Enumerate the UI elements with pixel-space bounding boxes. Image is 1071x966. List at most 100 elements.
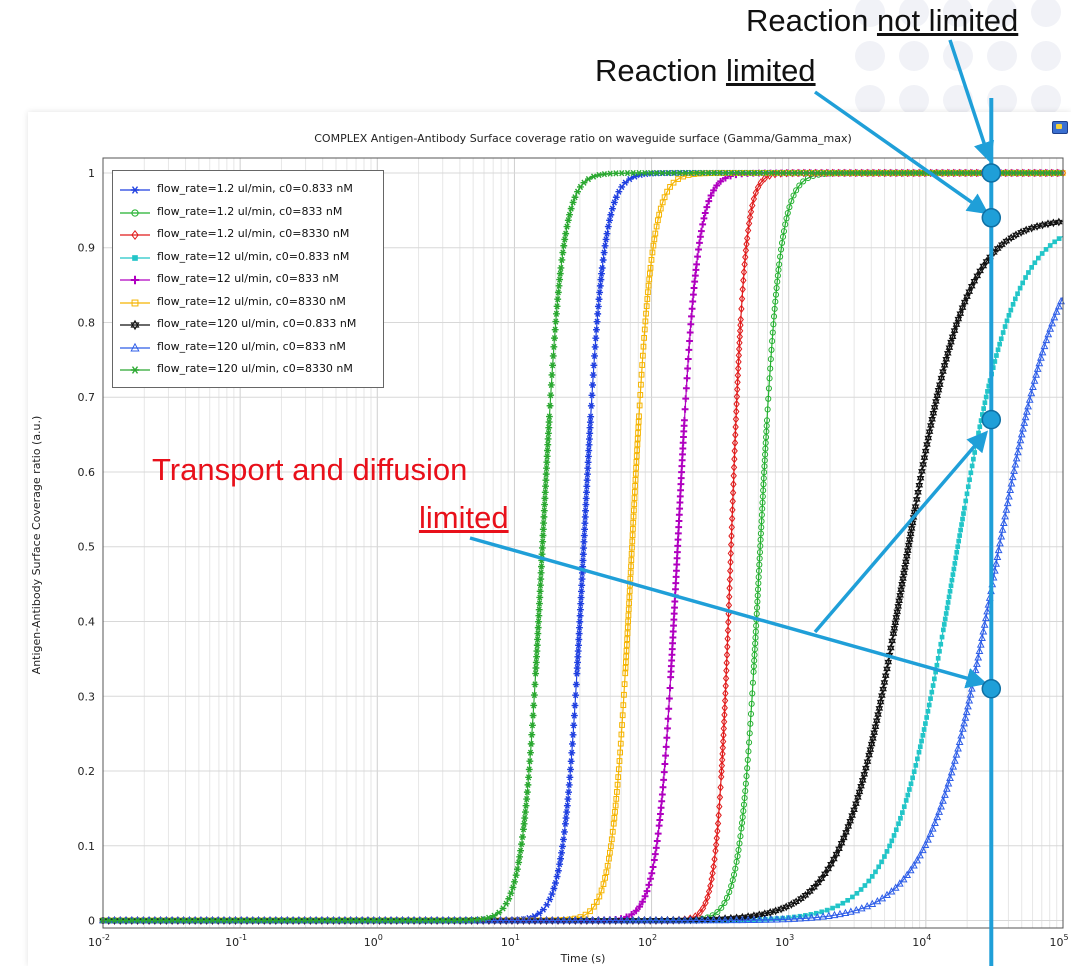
data-point (755, 580, 762, 587)
data-point (757, 530, 764, 537)
data-point (1042, 335, 1051, 344)
data-point (546, 896, 554, 903)
data-point (884, 849, 890, 854)
data-point (703, 203, 711, 211)
x-tick-label: 103 (775, 933, 794, 949)
data-point (582, 911, 589, 918)
data-point (663, 734, 671, 742)
data-point (468, 916, 476, 924)
data-point (729, 505, 736, 515)
data-point (973, 271, 982, 281)
data-point (907, 524, 916, 533)
data-point (968, 470, 974, 476)
data-point (538, 551, 546, 558)
data-point (782, 221, 789, 228)
data-point (771, 906, 780, 916)
data-point (873, 869, 878, 875)
data-point (631, 173, 639, 180)
data-point (544, 441, 552, 448)
data-point (517, 847, 524, 854)
data-point (347, 917, 355, 924)
highlight-point (981, 163, 1002, 183)
data-point (966, 690, 975, 698)
data-point (530, 702, 538, 709)
data-point (925, 708, 931, 714)
data-point (699, 221, 707, 228)
data-point (976, 430, 981, 436)
data-point (243, 917, 251, 924)
data-point (934, 385, 943, 395)
data-point (552, 879, 559, 887)
legend-marker-icon (120, 366, 150, 374)
annotation-reaction-not-limited: Reaction not limited (746, 3, 1019, 38)
data-point (531, 681, 539, 688)
data-point (673, 561, 681, 568)
highlight-point (981, 409, 1002, 430)
data-point (739, 169, 747, 177)
data-point (827, 859, 835, 869)
data-point (749, 201, 756, 210)
data-point (603, 869, 610, 876)
data-point (663, 916, 672, 924)
data-point (727, 557, 734, 567)
data-point (808, 169, 816, 177)
data-point (627, 569, 634, 576)
data-point (595, 296, 603, 303)
data-point (514, 866, 521, 873)
data-point (1002, 324, 1008, 329)
data-point (714, 908, 721, 916)
data-point (557, 264, 565, 272)
data-point (122, 917, 130, 924)
data-point (691, 278, 699, 286)
data-point (903, 546, 912, 556)
data-point (1008, 307, 1014, 313)
data-point (762, 451, 769, 458)
data-point (901, 804, 907, 809)
data-point (640, 916, 649, 924)
data-point (612, 194, 620, 201)
data-point (726, 592, 733, 601)
data-point (721, 915, 729, 924)
data-point (1027, 388, 1036, 397)
data-point (729, 497, 736, 506)
data-point (629, 532, 636, 539)
data-point (947, 337, 955, 347)
data-point (801, 913, 810, 922)
image-export-icon[interactable] (1052, 121, 1068, 134)
data-point (731, 454, 738, 464)
data-point (876, 697, 885, 707)
data-point (935, 169, 942, 177)
data-point (939, 367, 947, 377)
data-point (626, 588, 633, 594)
data-point (735, 357, 742, 367)
data-point (509, 884, 517, 891)
data-point (836, 909, 844, 918)
legend-label: flow_rate=120 ul/min, c0=833 nM (157, 339, 346, 353)
data-point (1044, 329, 1053, 338)
data-point (932, 397, 940, 406)
data-point (776, 261, 783, 268)
data-point (958, 303, 967, 313)
data-point (749, 690, 756, 697)
data-point (673, 567, 680, 575)
data-point (578, 575, 586, 583)
data-point (657, 810, 664, 818)
data-point (752, 188, 759, 197)
data-point (647, 270, 653, 277)
data-point (634, 441, 641, 448)
data-point (772, 291, 780, 298)
data-point (754, 604, 761, 611)
data-point (614, 789, 620, 795)
data-point (786, 204, 793, 211)
data-point (627, 575, 634, 582)
data-point (951, 566, 957, 572)
axes (102, 157, 1064, 929)
data-point (537, 575, 545, 583)
data-point (1008, 472, 1017, 481)
data-point (548, 890, 556, 898)
data-point (918, 845, 927, 854)
data-point (921, 727, 927, 732)
annotation-arrow (469, 536, 988, 689)
data-point (641, 326, 648, 333)
